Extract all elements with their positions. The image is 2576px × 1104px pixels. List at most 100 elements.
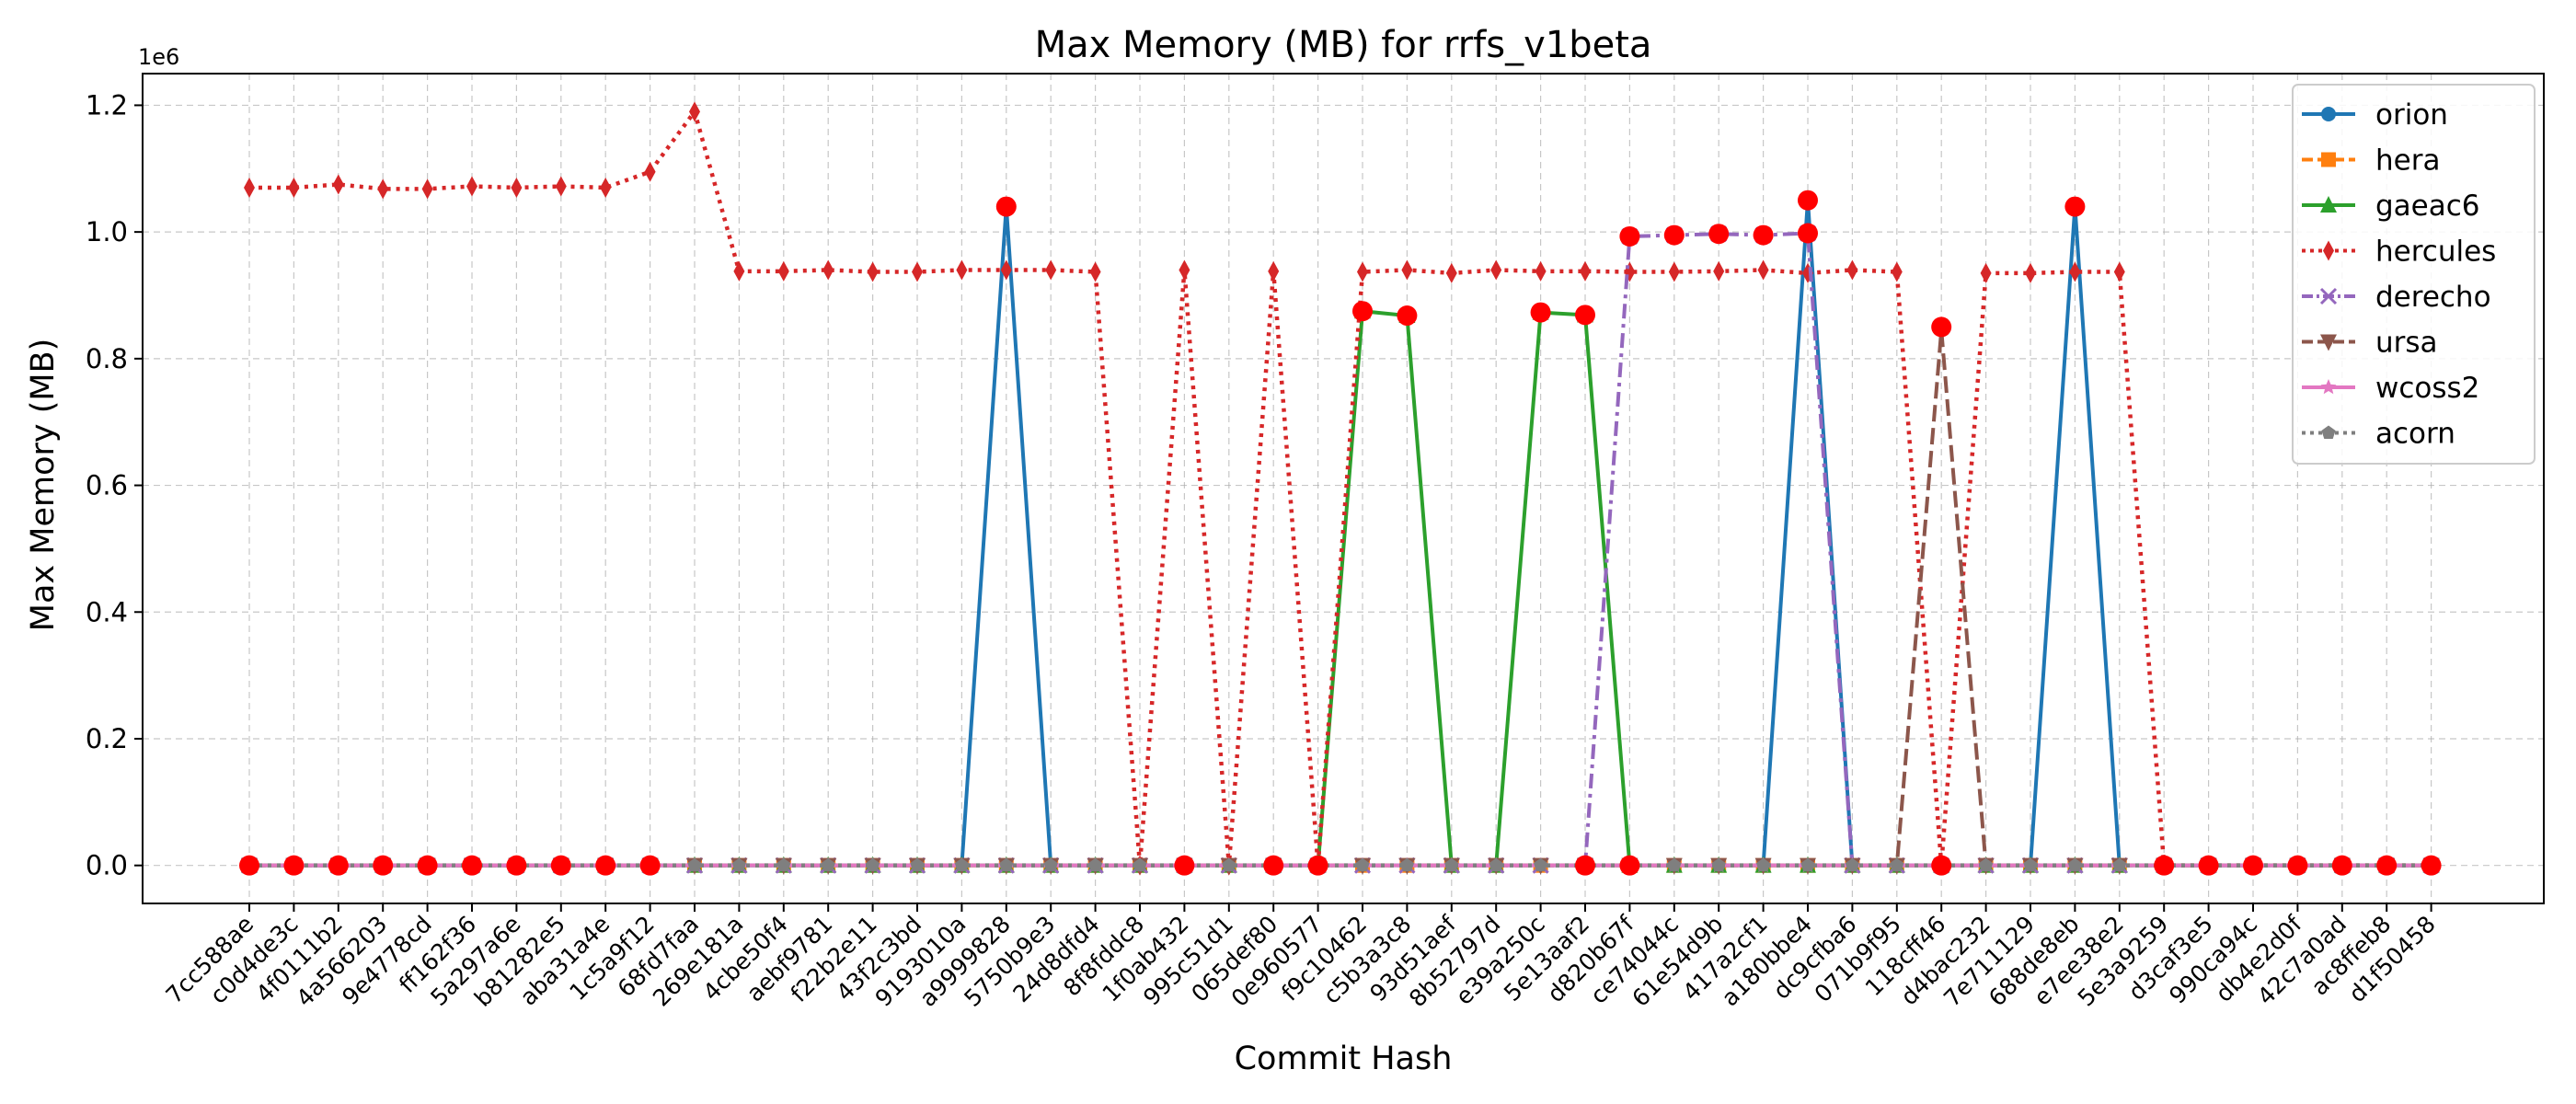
highlight-point (1263, 855, 1284, 876)
highlight-point (550, 855, 571, 876)
highlight-point (462, 855, 482, 876)
highlight-point (239, 855, 259, 876)
data-point-hercules (867, 261, 879, 282)
highlight-point (1174, 855, 1195, 876)
data-point-hercules (1980, 262, 1992, 283)
data-point-hercules (288, 177, 300, 198)
legend-marker-gaeac6 (2320, 196, 2337, 213)
legend-label-gaeac6: gaeac6 (2375, 190, 2480, 223)
legend-item-ursa: ursa (2302, 327, 2438, 360)
data-point-hercules (956, 259, 968, 281)
data-point-hercules (1668, 261, 1680, 282)
legend-marker-derecho (2319, 287, 2338, 305)
y-axis-ticks: 0.0 0.2 0.4 0.6 0.8 1.0 1.2 (86, 89, 143, 881)
data-point-hercules (1000, 259, 1012, 281)
data-point-hercules (689, 101, 700, 122)
highlight-point (1307, 855, 1328, 876)
data-point-acorn (1087, 857, 1103, 872)
highlight-point (2287, 855, 2308, 876)
legend-item-acorn: acorn (2302, 418, 2455, 451)
data-point-hercules (511, 177, 523, 198)
data-point-hercules (1713, 260, 1725, 282)
highlight-point (1663, 224, 1685, 246)
legend: orion hera gaeac6 hercules derecho ursa wcoss2… (2292, 84, 2536, 465)
data-point-acorn (2023, 857, 2038, 872)
legend-marker-ursa (2320, 334, 2337, 351)
legend-label-acorn: acorn (2375, 418, 2455, 451)
series-line-hercules (249, 107, 2432, 868)
y-tick-label: 0.8 (86, 343, 128, 374)
data-point-acorn (865, 857, 880, 872)
legend-item-wcoss2: wcoss2 (2302, 372, 2479, 405)
data-point-acorn (1755, 857, 1771, 872)
x-axis-ticks: 7cc588aec0d4de3c4f0111b24a5662039e4778cd… (161, 903, 2441, 1012)
legend-label-orion: orion (2375, 98, 2448, 132)
data-point-acorn (1489, 857, 1503, 872)
data-point-acorn (1845, 857, 1860, 872)
data-point-acorn (954, 857, 970, 872)
highlight-point (1798, 223, 1818, 244)
data-point-acorn (1355, 857, 1370, 872)
data-point-hercules (1357, 261, 1368, 282)
data-point-acorn (776, 857, 791, 872)
data-point-acorn (910, 857, 925, 872)
data-point-hercules (1891, 261, 1903, 282)
legend-item-derecho: derecho (2302, 281, 2491, 314)
data-point-hercules (1089, 261, 1101, 282)
data-point-hercules (1268, 260, 1280, 282)
highlight-point (1753, 224, 1774, 246)
data-point-acorn (687, 857, 702, 872)
data-point-hercules (1045, 259, 1057, 281)
data-point-hercules (822, 259, 834, 281)
highlight-point (1619, 225, 1640, 247)
legend-box (2292, 84, 2536, 465)
highlight-point (1530, 302, 1551, 323)
series-lines (240, 101, 2440, 876)
highlight-point (1708, 224, 1730, 245)
data-point-hercules (2069, 261, 2081, 282)
highlight-point (1931, 316, 1952, 338)
data-point-acorn (1043, 857, 1058, 872)
legend-label-hercules: hercules (2375, 236, 2496, 269)
data-point-hercules (1445, 262, 1457, 283)
y-tick-label: 1.2 (86, 89, 128, 121)
highlight-point (2154, 855, 2175, 876)
data-point-acorn (1533, 857, 1548, 872)
data-point-acorn (1800, 857, 1815, 872)
y-tick-label: 0.6 (86, 470, 128, 501)
legend-item-hercules: hercules (2302, 236, 2496, 269)
data-point-hercules (1757, 259, 1769, 281)
y-tick-label: 1.0 (86, 216, 128, 247)
data-point-hercules (1846, 259, 1858, 281)
data-point-acorn (1444, 857, 1459, 872)
highlight-point (639, 855, 661, 876)
legend-marker-hera (2321, 152, 2336, 167)
highlight-point (283, 855, 305, 876)
data-point-acorn (1978, 857, 1994, 872)
data-point-acorn (1399, 857, 1415, 872)
y-axis-label: Max Memory (MB) (25, 339, 62, 631)
highlight-point (328, 855, 349, 876)
highlight-point (1931, 855, 1952, 876)
highlight-point (2331, 855, 2352, 876)
data-point-hercules (912, 261, 923, 282)
data-point-acorn (1711, 857, 1726, 872)
legend-item-hera: hera (2302, 144, 2440, 178)
data-point-hercules (466, 176, 477, 197)
highlight-point (995, 196, 1017, 217)
legend-marker-acorn (2321, 425, 2336, 439)
data-point-acorn (1222, 857, 1236, 872)
data-point-acorn (1890, 857, 1904, 872)
data-point-acorn (2067, 857, 2083, 872)
highlight-point (417, 855, 438, 876)
plot-frame (142, 73, 2545, 904)
data-point-hercules (555, 176, 567, 197)
series-hercules (244, 101, 2437, 876)
data-point-acorn (2112, 857, 2127, 872)
x-axis-label: Commit Hash (1235, 1041, 1453, 1077)
legend-label-ursa: ursa (2375, 327, 2438, 360)
data-point-hercules (1401, 259, 1413, 281)
grid (143, 74, 2544, 903)
highlight-point (1352, 301, 1373, 322)
data-point-acorn (1133, 857, 1147, 872)
